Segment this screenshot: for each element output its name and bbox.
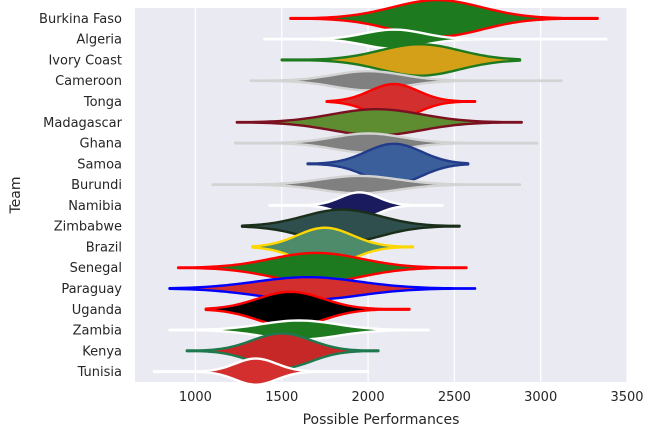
y-tick-label: Brazil bbox=[86, 240, 122, 255]
x-tick-label: 3500 bbox=[610, 390, 643, 405]
y-tick-label: Uganda bbox=[72, 303, 122, 318]
y-tick-label: Tunisia bbox=[77, 365, 122, 380]
y-tick-label: Zimbabwe bbox=[54, 220, 122, 235]
y-tick-label: Tonga bbox=[83, 95, 122, 110]
violin-burundi bbox=[211, 174, 522, 195]
x-tick-label: 2500 bbox=[438, 390, 471, 405]
violin-tunisia bbox=[152, 357, 370, 386]
y-tick-label: Namibia bbox=[68, 199, 122, 214]
y-tick-label: Ivory Coast bbox=[48, 53, 122, 68]
violin-senegal bbox=[176, 251, 468, 284]
y-tick-label: Algeria bbox=[76, 33, 122, 48]
violins bbox=[152, 0, 608, 386]
x-tick-label: 1000 bbox=[179, 390, 212, 405]
y-tick-label: Paraguay bbox=[61, 282, 122, 297]
x-tick-label: 3000 bbox=[524, 390, 557, 405]
y-tick-label: Burundi bbox=[71, 178, 122, 193]
violin-madagascar bbox=[235, 108, 523, 137]
x-tick-labels: 1000 1500 2000 2500 3000 3500 bbox=[179, 390, 644, 405]
violin-samoa bbox=[306, 142, 470, 186]
violin-algeria bbox=[263, 28, 608, 50]
x-axis-title: Possible Performances bbox=[303, 412, 460, 428]
violin-ghana bbox=[233, 132, 539, 154]
y-tick-label: Ghana bbox=[80, 137, 123, 152]
y-tick-labels: Burkina Faso Algeria Ivory Coast Cameroon To… bbox=[39, 12, 123, 380]
y-tick-label: Zambia bbox=[73, 324, 122, 339]
violin-zambia bbox=[168, 319, 430, 341]
y-tick-label: Cameroon bbox=[55, 74, 122, 89]
violin-cameroon bbox=[249, 69, 563, 92]
y-axis-title: Team bbox=[8, 176, 24, 214]
violin-namibia bbox=[268, 191, 444, 220]
y-tick-label: Madagascar bbox=[43, 116, 123, 131]
y-tick-label: Kenya bbox=[82, 344, 122, 359]
y-tick-label: Senegal bbox=[70, 261, 122, 276]
violin-ivory-coast bbox=[280, 43, 522, 77]
y-tick-label: Burkina Faso bbox=[39, 12, 122, 27]
x-tick-label: 1500 bbox=[265, 390, 298, 405]
x-tick-label: 2000 bbox=[352, 390, 385, 405]
y-tick-label: Samoa bbox=[77, 157, 122, 172]
